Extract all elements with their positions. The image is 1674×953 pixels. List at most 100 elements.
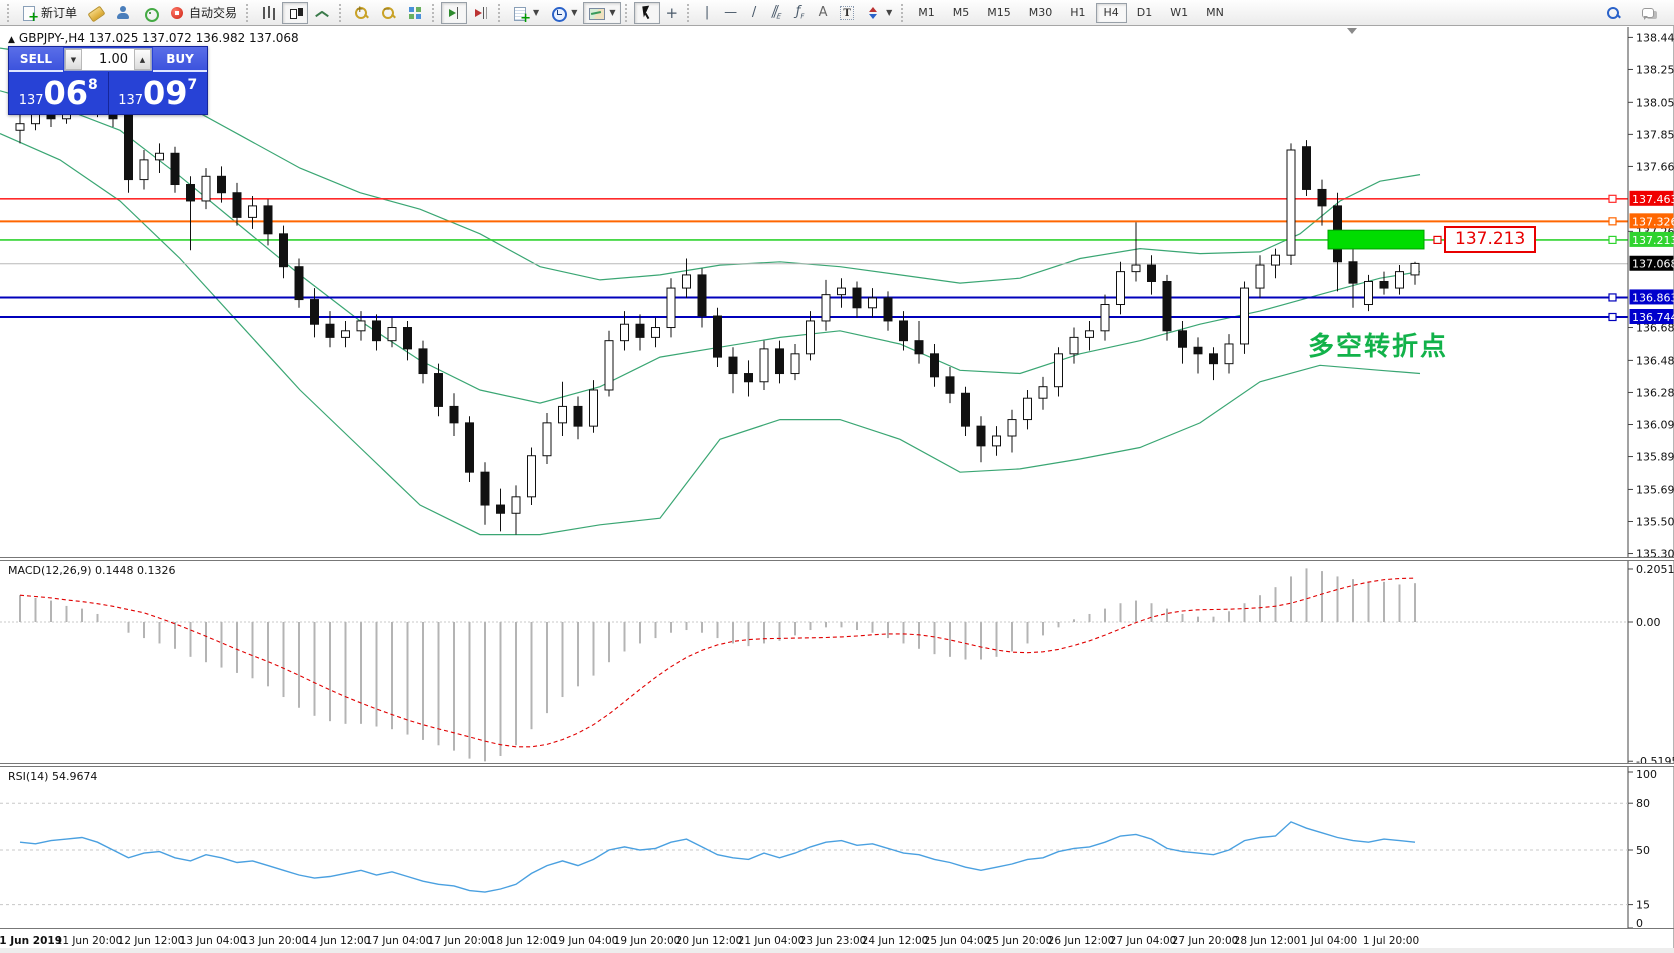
time-axis-label: 19 Jun 20:00 [614,935,681,947]
zoom-out-icon: − [380,5,396,21]
auto-scroll-button[interactable] [441,1,468,24]
dropdown-arrow-icon: ▼ [533,8,540,17]
one-click-trading-panel: SELL ▼ 1.00 ▲ BUY 137 06 8 137 09 7 [8,46,208,115]
chart-shift-button[interactable] [468,2,494,24]
template-icon [588,5,606,21]
profile-button[interactable] [110,2,136,24]
time-axis-label: 1 Jul 04:00 [1301,935,1357,947]
timeframe-M15[interactable]: M15 [979,3,1019,23]
search-button[interactable] [1600,2,1626,24]
zoom-out-button[interactable]: − [375,2,401,24]
candle-body [666,287,676,329]
macd-label: MACD(12,26,9) 0.1448 0.1326 [8,564,176,577]
equidistant-channel-button[interactable]: ∥E [766,2,788,24]
candle-body [511,496,521,514]
new-order-button[interactable]: 新订单 [16,2,82,25]
candle-body [1317,188,1327,207]
vertical-line-button[interactable]: | [696,2,718,24]
zoom-in-button[interactable]: + [348,2,374,24]
sell-button[interactable]: SELL [9,47,63,72]
equidistant-channel-icon: ∥E [769,4,783,21]
line-end-marker [1608,217,1617,226]
rsi-axis-label: 50 [1636,844,1650,857]
timeframe-H1[interactable]: H1 [1062,3,1093,23]
chart-shift-marker-icon[interactable] [1347,28,1357,34]
toolbar-grip [498,3,503,22]
candle-body [883,297,893,322]
candle-body [1038,386,1048,399]
text-button[interactable]: A [812,2,834,24]
volume-increase-button[interactable]: ▲ [134,49,151,70]
arrows-button[interactable]: ▼ [860,2,897,24]
candle-body [372,320,381,342]
pane-divider[interactable] [0,557,1674,561]
buy-price[interactable]: 137 09 7 [109,72,208,114]
volume-input[interactable]: 1.00 [99,52,128,67]
fibonacci-button[interactable]: ƒF [789,2,811,24]
trend-line-button[interactable]: / [743,2,765,24]
candle-body [1255,264,1265,289]
sell-price[interactable]: 137 06 8 [9,72,109,114]
bar-chart-button[interactable] [255,2,281,24]
timeframe-H4[interactable]: H4 [1095,2,1127,23]
volume-decrease-button[interactable]: ▼ [65,49,82,70]
candle-body [852,287,862,309]
arrows-icon [865,5,881,21]
bollinger-middle-band [0,90,1421,404]
templates-button[interactable]: ▼ [583,1,621,24]
price-annotation-flag[interactable]: 137.213 [1444,225,1537,253]
candlestick-chart-button[interactable] [282,1,309,24]
timeframe-M5[interactable]: M5 [945,3,978,23]
timeframe-MN[interactable]: MN [1198,3,1232,23]
line-chart-button[interactable] [309,2,335,24]
price-flag-box [1629,231,1674,247]
price-flag-box [1629,289,1674,305]
zoom-in-icon: + [353,5,369,21]
candle-body [914,340,924,355]
timeframe-W1[interactable]: W1 [1162,3,1196,23]
candle-body [744,373,753,383]
pane-divider[interactable] [0,763,1674,767]
chat-button[interactable] [1636,2,1662,24]
line-chart-icon [314,5,330,21]
price-flag-label: 137.326 [1632,215,1674,228]
chat-icon [1641,5,1657,21]
collapse-triangle-icon[interactable]: ▲ [8,35,15,45]
candle-body [496,504,505,514]
pane-divider [0,928,1674,929]
price-axis-label: 136.680 [1636,322,1674,335]
chinese-annotation-text: 多空转折点 [1308,332,1449,362]
indicators-button[interactable]: ▼ [507,2,544,26]
periods-button[interactable]: ▼ [545,2,582,24]
price-axis-label: 138.445 [1636,31,1674,44]
crosshair-button[interactable]: + [661,2,684,24]
autotrading-button[interactable]: 自动交易 [164,2,242,24]
timeframe-M30[interactable]: M30 [1021,3,1061,23]
candle-body [1131,264,1141,273]
candle-body [961,392,970,427]
candle-body [868,297,877,309]
vertical-line-icon: | [704,5,710,20]
candle-body [1178,330,1187,348]
styler-button[interactable] [83,2,109,24]
signals-button[interactable] [137,2,163,24]
price-flag-label: 136.744 [1632,311,1674,324]
timeframe-M1[interactable]: M1 [910,3,943,23]
timeframe-D1[interactable]: D1 [1129,3,1160,23]
buy-button[interactable]: BUY [153,47,207,72]
horizontal-line-button[interactable]: — [719,2,742,24]
candle-body [1364,280,1373,306]
tile-windows-button[interactable] [402,2,428,24]
text-icon: A [818,5,828,20]
text-label-button[interactable]: T [835,2,859,24]
time-axis-label: 11 Jun 20:00 [56,935,123,947]
candle-body [139,159,149,181]
tile-windows-icon [407,5,423,21]
macd-signal-line [19,577,1416,748]
toolbar-grip [687,3,692,22]
bollinger-lower-band [0,133,1421,536]
candle-body [899,320,908,342]
cursor-button[interactable] [633,1,660,24]
new-order-label: 新订单 [41,6,78,20]
